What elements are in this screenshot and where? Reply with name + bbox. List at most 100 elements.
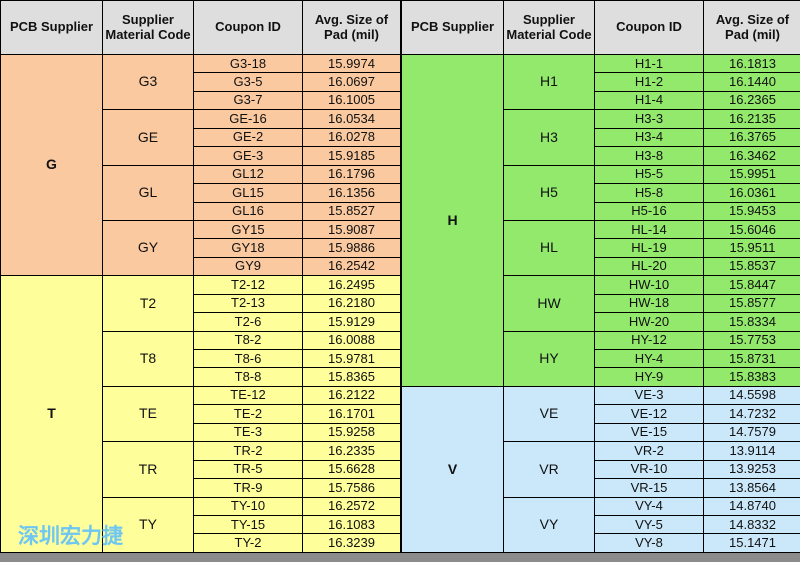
coupon-id-cell: TR-9 — [193, 478, 303, 498]
data-table: PCB Supplier Supplier Material Code Coupon… — [0, 0, 401, 553]
pad-size-cell: 16.0534 — [302, 109, 401, 129]
pad-size-cell: 15.8731 — [703, 348, 800, 369]
coupon-id-cell: T8-8 — [193, 367, 303, 387]
coupon-id-cell: VE-15 — [594, 422, 704, 443]
pad-size-cell: 15.8577 — [703, 293, 800, 314]
material-code-cell: GE — [102, 109, 194, 166]
header-cell: Coupon ID — [193, 0, 303, 55]
coupon-id-cell: GY15 — [193, 219, 303, 240]
pad-size-cell: 14.8332 — [703, 514, 800, 535]
coupon-id-cell: VR-10 — [594, 459, 704, 480]
data-row: T2-13 16.2180 — [1, 293, 401, 314]
header-cell: Avg. Size of Pad (mil) — [302, 0, 401, 55]
coupon-id-cell: TR-2 — [193, 441, 303, 461]
material-code-cell: HL — [503, 219, 595, 277]
pad-size-cell: 16.2495 — [302, 275, 401, 295]
data-row: GE-2 16.0278 — [1, 127, 401, 148]
pad-size-cell: 15.9087 — [302, 219, 401, 240]
coupon-id-cell: GL16 — [193, 201, 303, 221]
material-code-cell: T8 — [102, 330, 194, 387]
coupon-id-cell: H5-5 — [594, 164, 704, 185]
pad-size-cell: 15.9185 — [302, 146, 401, 166]
pad-size-cell: 15.8365 — [302, 367, 401, 387]
pad-size-cell: 15.9781 — [302, 348, 401, 369]
material-code-cell: VE — [503, 385, 595, 443]
coupon-id-cell: TY-10 — [193, 496, 303, 516]
coupon-id-cell: VR-2 — [594, 441, 704, 461]
header-cell: Supplier Material Code — [503, 0, 595, 55]
pad-size-cell: 15.9974 — [302, 53, 401, 74]
material-code-cell: HY — [503, 330, 595, 387]
coupon-id-cell: TR-5 — [193, 459, 303, 480]
data-row: GY9 16.2542 — [1, 256, 401, 277]
pad-size-cell: 14.7232 — [703, 404, 800, 424]
pad-size-cell: 16.3462 — [703, 146, 800, 166]
data-row: TE TE-12 16.2122 — [1, 385, 401, 443]
pad-size-cell: 16.1813 — [703, 53, 800, 74]
coupon-id-cell: VY-5 — [594, 514, 704, 535]
material-code-cell: HW — [503, 275, 595, 332]
pad-size-cell: 16.3765 — [703, 127, 800, 148]
supplier-cell: T — [0, 275, 103, 553]
coupon-id-cell: VY-4 — [594, 496, 704, 516]
data-row: H5-8 16.0361 — [402, 183, 800, 203]
coupon-id-cell: GL12 — [193, 164, 303, 185]
header-cell: Avg. Size of Pad (mil) — [703, 0, 800, 55]
material-code-cell: GL — [102, 164, 194, 221]
coupon-id-cell: GY9 — [193, 256, 303, 277]
header-cell: PCB Supplier — [401, 0, 504, 55]
data-row: VR-15 13.8564 — [402, 478, 800, 498]
coupon-id-cell: GE-2 — [193, 127, 303, 148]
pad-size-cell: 15.8527 — [302, 201, 401, 221]
data-row: GL GL12 16.1796 — [1, 164, 401, 221]
pad-size-cell: 16.2542 — [302, 256, 401, 277]
coupon-id-cell: G3-7 — [193, 90, 303, 111]
pad-size-cell: 16.3239 — [302, 533, 401, 553]
data-row: H5-16 15.9453 — [402, 201, 800, 221]
data-row: GL15 16.1356 — [1, 183, 401, 203]
coupon-id-cell: H1-1 — [594, 53, 704, 74]
pad-size-cell: 16.0088 — [302, 330, 401, 351]
data-row: H1-4 16.2365 — [402, 90, 800, 111]
pad-size-cell: 15.9453 — [703, 201, 800, 221]
coupon-id-cell: HY-4 — [594, 348, 704, 369]
pad-size-cell: 16.1440 — [703, 72, 800, 92]
data-row: GL16 15.8527 — [1, 201, 401, 221]
pad-size-cell: 14.8740 — [703, 496, 800, 516]
data-row: HL-20 15.8537 — [402, 256, 800, 277]
coupon-id-cell: G3-18 — [193, 53, 303, 74]
coupon-id-cell: GY18 — [193, 238, 303, 258]
coupon-id-cell: VE-12 — [594, 404, 704, 424]
pad-size-cell: 16.2572 — [302, 496, 401, 516]
coupon-id-cell: VY-8 — [594, 533, 704, 553]
data-row: TE-2 16.1701 — [1, 404, 401, 424]
material-code-cell: TY — [102, 496, 194, 553]
pad-size-cell: 16.0361 — [703, 183, 800, 203]
pad-size-cell: 16.0278 — [302, 127, 401, 148]
data-row: H H1 H1-1 16.1813 — [401, 53, 800, 387]
coupon-id-cell: HL-19 — [594, 238, 704, 258]
supplier-cell: V — [401, 385, 504, 554]
material-code-cell: H5 — [503, 164, 595, 221]
coupon-id-cell: GL15 — [193, 183, 303, 203]
pad-size-cell: 15.9511 — [703, 238, 800, 258]
data-row: H3-4 16.3765 — [402, 127, 800, 148]
data-row: GE GE-16 16.0534 — [1, 109, 401, 166]
data-row: TY TY-10 16.2572 — [1, 496, 401, 553]
material-code-cell: H3 — [503, 109, 595, 166]
coupon-id-cell: GE-3 — [193, 146, 303, 166]
data-row: G G3 G3-18 15.9974 — [0, 53, 401, 277]
coupon-id-cell: T2-12 — [193, 275, 303, 295]
data-row: TY-2 16.3239 — [1, 533, 401, 553]
material-code-cell: TR — [102, 441, 194, 498]
coupon-id-cell: T2-6 — [193, 312, 303, 332]
coupon-id-cell: H1-2 — [594, 72, 704, 92]
data-row: G3-7 16.1005 — [1, 90, 401, 111]
data-row: HW-20 15.8334 — [402, 312, 800, 332]
table-header: PCB Supplier Supplier Material Code Coupon… — [401, 0, 800, 55]
coupon-id-cell: H5-16 — [594, 201, 704, 221]
data-row: T8 T8-2 16.0088 — [1, 330, 401, 387]
data-row: VY-8 15.1471 — [402, 533, 800, 553]
material-code-cell: G3 — [102, 53, 194, 111]
